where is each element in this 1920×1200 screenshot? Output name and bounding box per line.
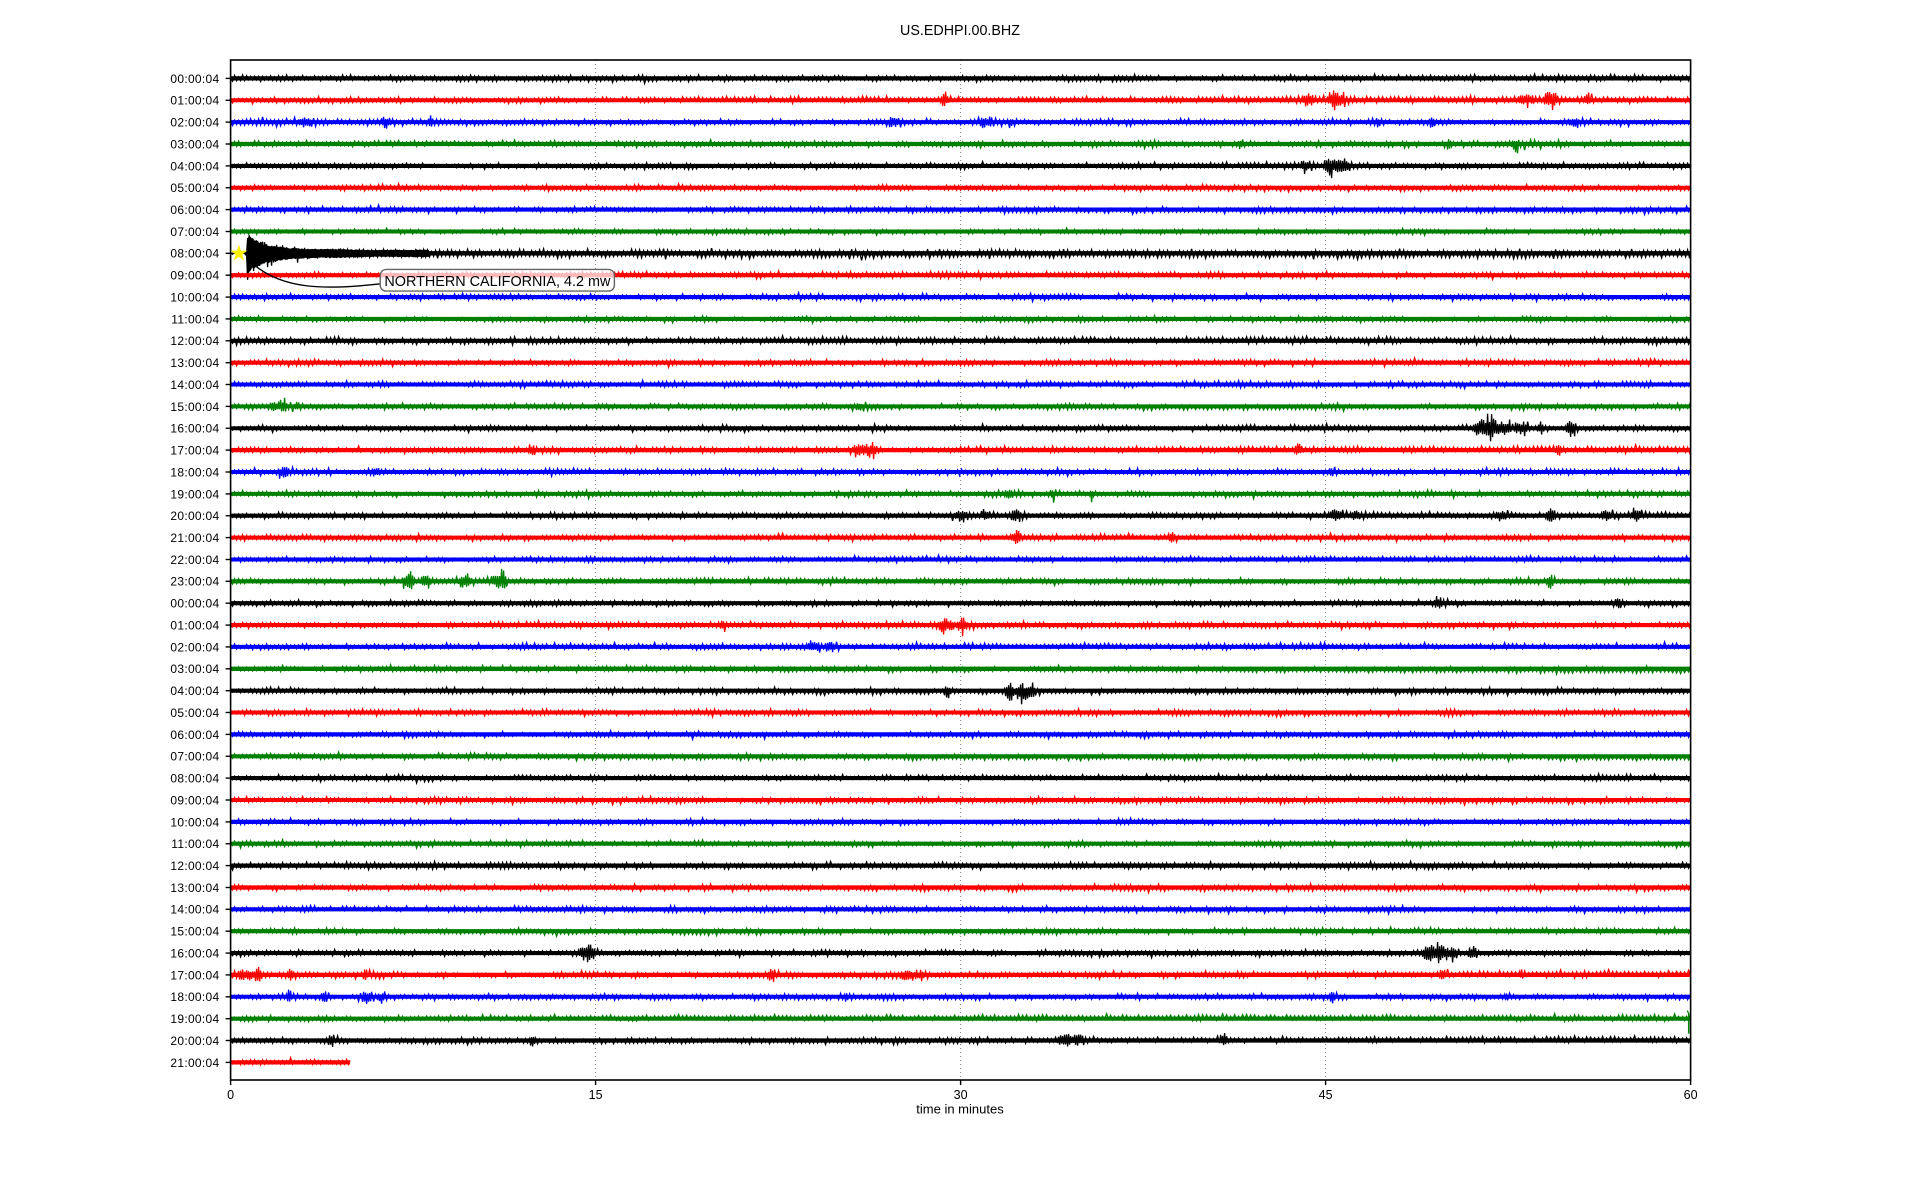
svg-text:04:00:04: 04:00:04 bbox=[170, 159, 219, 173]
svg-text:30: 30 bbox=[954, 1088, 968, 1102]
svg-text:10:00:04: 10:00:04 bbox=[170, 291, 219, 305]
svg-text:05:00:04: 05:00:04 bbox=[170, 181, 219, 195]
svg-text:20:00:04: 20:00:04 bbox=[170, 1034, 219, 1048]
svg-text:US.EDHPI.00.BHZ: US.EDHPI.00.BHZ bbox=[900, 23, 1020, 39]
svg-text:22:00:04: 22:00:04 bbox=[170, 553, 219, 567]
svg-text:16:00:04: 16:00:04 bbox=[170, 422, 219, 436]
svg-text:06:00:04: 06:00:04 bbox=[170, 728, 219, 742]
svg-text:01:00:04: 01:00:04 bbox=[170, 619, 219, 633]
svg-text:18:00:04: 18:00:04 bbox=[170, 465, 219, 479]
svg-text:18:00:04: 18:00:04 bbox=[170, 990, 219, 1004]
svg-text:15:00:04: 15:00:04 bbox=[170, 925, 219, 939]
svg-text:07:00:04: 07:00:04 bbox=[170, 225, 219, 239]
svg-text:02:00:04: 02:00:04 bbox=[170, 640, 219, 654]
svg-text:21:00:04: 21:00:04 bbox=[170, 531, 219, 545]
svg-text:07:00:04: 07:00:04 bbox=[170, 750, 219, 764]
svg-text:09:00:04: 09:00:04 bbox=[170, 269, 219, 283]
svg-text:time in minutes: time in minutes bbox=[916, 1102, 1004, 1117]
svg-text:11:00:04: 11:00:04 bbox=[171, 312, 219, 326]
svg-text:16:00:04: 16:00:04 bbox=[170, 947, 219, 961]
svg-text:00:00:04: 00:00:04 bbox=[170, 597, 219, 611]
svg-text:12:00:04: 12:00:04 bbox=[170, 334, 219, 348]
svg-text:19:00:04: 19:00:04 bbox=[170, 1012, 219, 1026]
svg-text:0: 0 bbox=[227, 1088, 234, 1102]
svg-text:NORTHERN CALIFORNIA, 4.2 mw: NORTHERN CALIFORNIA, 4.2 mw bbox=[384, 274, 611, 290]
svg-text:01:00:04: 01:00:04 bbox=[170, 94, 219, 108]
svg-text:04:00:04: 04:00:04 bbox=[170, 684, 219, 698]
svg-text:09:00:04: 09:00:04 bbox=[170, 793, 219, 807]
svg-text:00:00:04: 00:00:04 bbox=[170, 72, 219, 86]
svg-text:21:00:04: 21:00:04 bbox=[170, 1056, 219, 1070]
svg-text:15: 15 bbox=[589, 1088, 603, 1102]
svg-text:08:00:04: 08:00:04 bbox=[170, 772, 219, 786]
svg-text:20:00:04: 20:00:04 bbox=[170, 509, 219, 523]
svg-text:05:00:04: 05:00:04 bbox=[170, 706, 219, 720]
svg-text:03:00:04: 03:00:04 bbox=[170, 662, 219, 676]
svg-text:19:00:04: 19:00:04 bbox=[170, 487, 219, 501]
svg-text:13:00:04: 13:00:04 bbox=[170, 881, 219, 895]
svg-text:17:00:04: 17:00:04 bbox=[170, 968, 219, 982]
svg-text:23:00:04: 23:00:04 bbox=[170, 575, 219, 589]
svg-text:12:00:04: 12:00:04 bbox=[170, 859, 219, 873]
svg-text:17:00:04: 17:00:04 bbox=[170, 444, 219, 458]
svg-text:15:00:04: 15:00:04 bbox=[170, 400, 219, 414]
svg-text:02:00:04: 02:00:04 bbox=[170, 116, 219, 130]
svg-text:06:00:04: 06:00:04 bbox=[170, 203, 219, 217]
svg-text:10:00:04: 10:00:04 bbox=[170, 815, 219, 829]
svg-text:45: 45 bbox=[1319, 1088, 1333, 1102]
svg-text:03:00:04: 03:00:04 bbox=[170, 137, 219, 151]
svg-text:11:00:04: 11:00:04 bbox=[171, 837, 219, 851]
svg-text:14:00:04: 14:00:04 bbox=[170, 903, 219, 917]
svg-text:60: 60 bbox=[1684, 1088, 1698, 1102]
svg-text:08:00:04: 08:00:04 bbox=[170, 247, 219, 261]
svg-text:13:00:04: 13:00:04 bbox=[170, 356, 219, 370]
svg-text:14:00:04: 14:00:04 bbox=[170, 378, 219, 392]
